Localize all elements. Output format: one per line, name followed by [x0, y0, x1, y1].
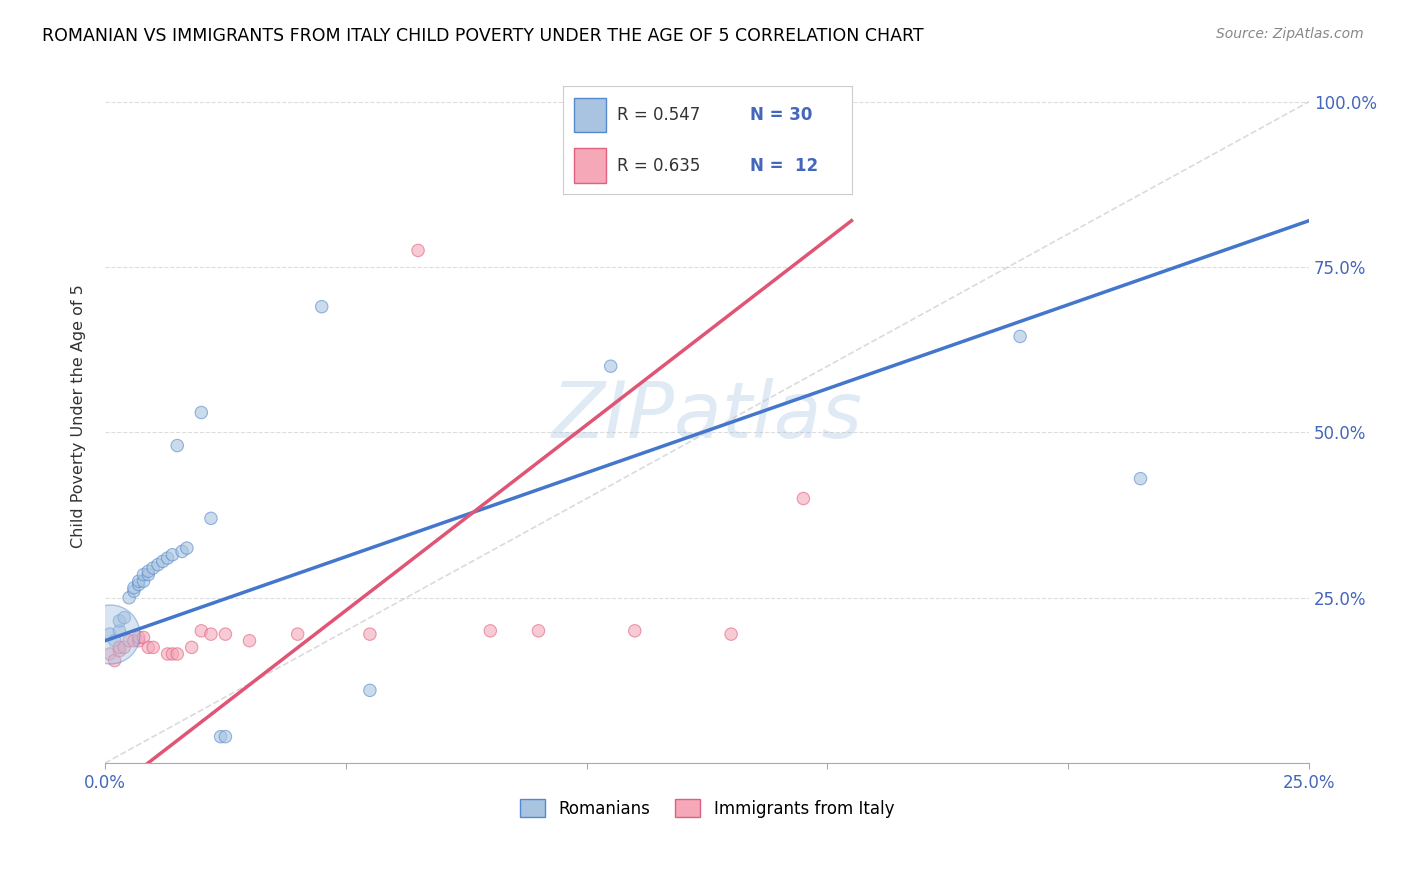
Point [128, 574, 150, 589]
Point [138, 567, 160, 582]
Point [238, 633, 260, 648]
Point [108, 624, 131, 638]
Point [1010, 329, 1032, 343]
Point [112, 640, 135, 655]
Point [720, 627, 742, 641]
Point [180, 640, 202, 655]
Point [479, 624, 502, 638]
Point [200, 627, 222, 641]
Point [142, 561, 165, 575]
Point [98, 627, 121, 641]
Point [623, 624, 645, 638]
Point [527, 624, 550, 638]
Point [166, 439, 188, 453]
Point [406, 244, 429, 258]
Point [112, 610, 135, 624]
Point [214, 730, 236, 744]
Point [138, 564, 160, 578]
Point [190, 624, 212, 638]
Point [118, 591, 141, 605]
Point [122, 581, 145, 595]
Point [200, 511, 222, 525]
Text: ZIPatlas: ZIPatlas [551, 378, 862, 454]
Point [104, 633, 127, 648]
Point [122, 633, 145, 648]
Point [162, 647, 184, 661]
Point [190, 405, 212, 419]
Y-axis label: Child Poverty Under the Age of 5: Child Poverty Under the Age of 5 [72, 284, 86, 548]
Point [209, 730, 232, 744]
Point [792, 491, 814, 506]
Point [128, 577, 150, 591]
Point [118, 633, 141, 648]
Point [104, 654, 127, 668]
Point [156, 647, 179, 661]
Point [108, 640, 131, 655]
Point [359, 627, 381, 641]
Text: Source: ZipAtlas.com: Source: ZipAtlas.com [1216, 27, 1364, 41]
Point [1129, 472, 1152, 486]
Point [152, 554, 174, 568]
Point [132, 631, 155, 645]
Point [166, 647, 188, 661]
Point [156, 551, 179, 566]
Point [142, 640, 165, 655]
Point [128, 631, 150, 645]
Point [132, 574, 155, 589]
Legend: Romanians, Immigrants from Italy: Romanians, Immigrants from Italy [513, 793, 901, 824]
Text: ROMANIAN VS IMMIGRANTS FROM ITALY CHILD POVERTY UNDER THE AGE OF 5 CORRELATION C: ROMANIAN VS IMMIGRANTS FROM ITALY CHILD … [42, 27, 924, 45]
Point [108, 614, 131, 628]
Point [98, 627, 121, 641]
Point [98, 647, 121, 661]
Point [287, 627, 309, 641]
Point [311, 300, 333, 314]
Point [122, 584, 145, 599]
Point [170, 544, 193, 558]
Point [176, 541, 198, 555]
Point [108, 643, 131, 657]
Point [214, 627, 236, 641]
Point [138, 640, 160, 655]
Point [146, 558, 169, 572]
Point [599, 359, 621, 374]
Point [132, 567, 155, 582]
Point [128, 633, 150, 648]
Point [359, 683, 381, 698]
Point [162, 548, 184, 562]
